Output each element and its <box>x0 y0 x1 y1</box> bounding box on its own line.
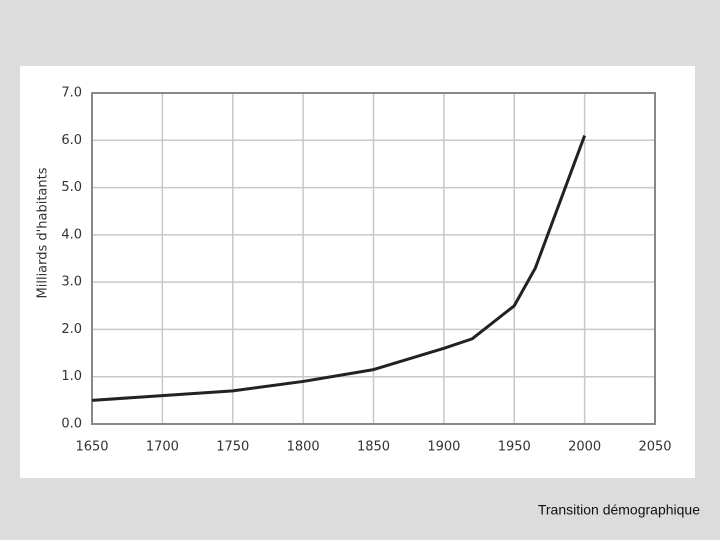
y-tick-label: 1.0 <box>61 369 82 384</box>
y-tick-label: 5.0 <box>61 180 82 195</box>
x-tick-label: 2000 <box>568 440 601 455</box>
y-tick-label: 0.0 <box>61 417 82 432</box>
y-tick-label: 2.0 <box>61 322 82 337</box>
y-tick-label: 4.0 <box>61 227 82 242</box>
caption: Transition démographique <box>538 502 700 518</box>
x-tick-label: 1850 <box>357 440 390 455</box>
x-tick-label: 1800 <box>287 440 320 455</box>
x-tick-label: 2050 <box>638 440 671 455</box>
x-tick-label: 1700 <box>146 440 179 455</box>
plot-border <box>91 92 656 425</box>
y-tick-label: 6.0 <box>61 133 82 148</box>
x-tick-label: 1900 <box>427 440 460 455</box>
chart-panel <box>20 66 695 478</box>
y-axis-label: Milliards d'habitants <box>36 167 51 298</box>
x-tick-label: 1750 <box>216 440 249 455</box>
x-tick-label: 1650 <box>75 440 108 455</box>
y-tick-label: 7.0 <box>61 86 82 101</box>
y-tick-label: 3.0 <box>61 275 82 290</box>
x-tick-label: 1950 <box>498 440 531 455</box>
data-line <box>91 135 587 402</box>
